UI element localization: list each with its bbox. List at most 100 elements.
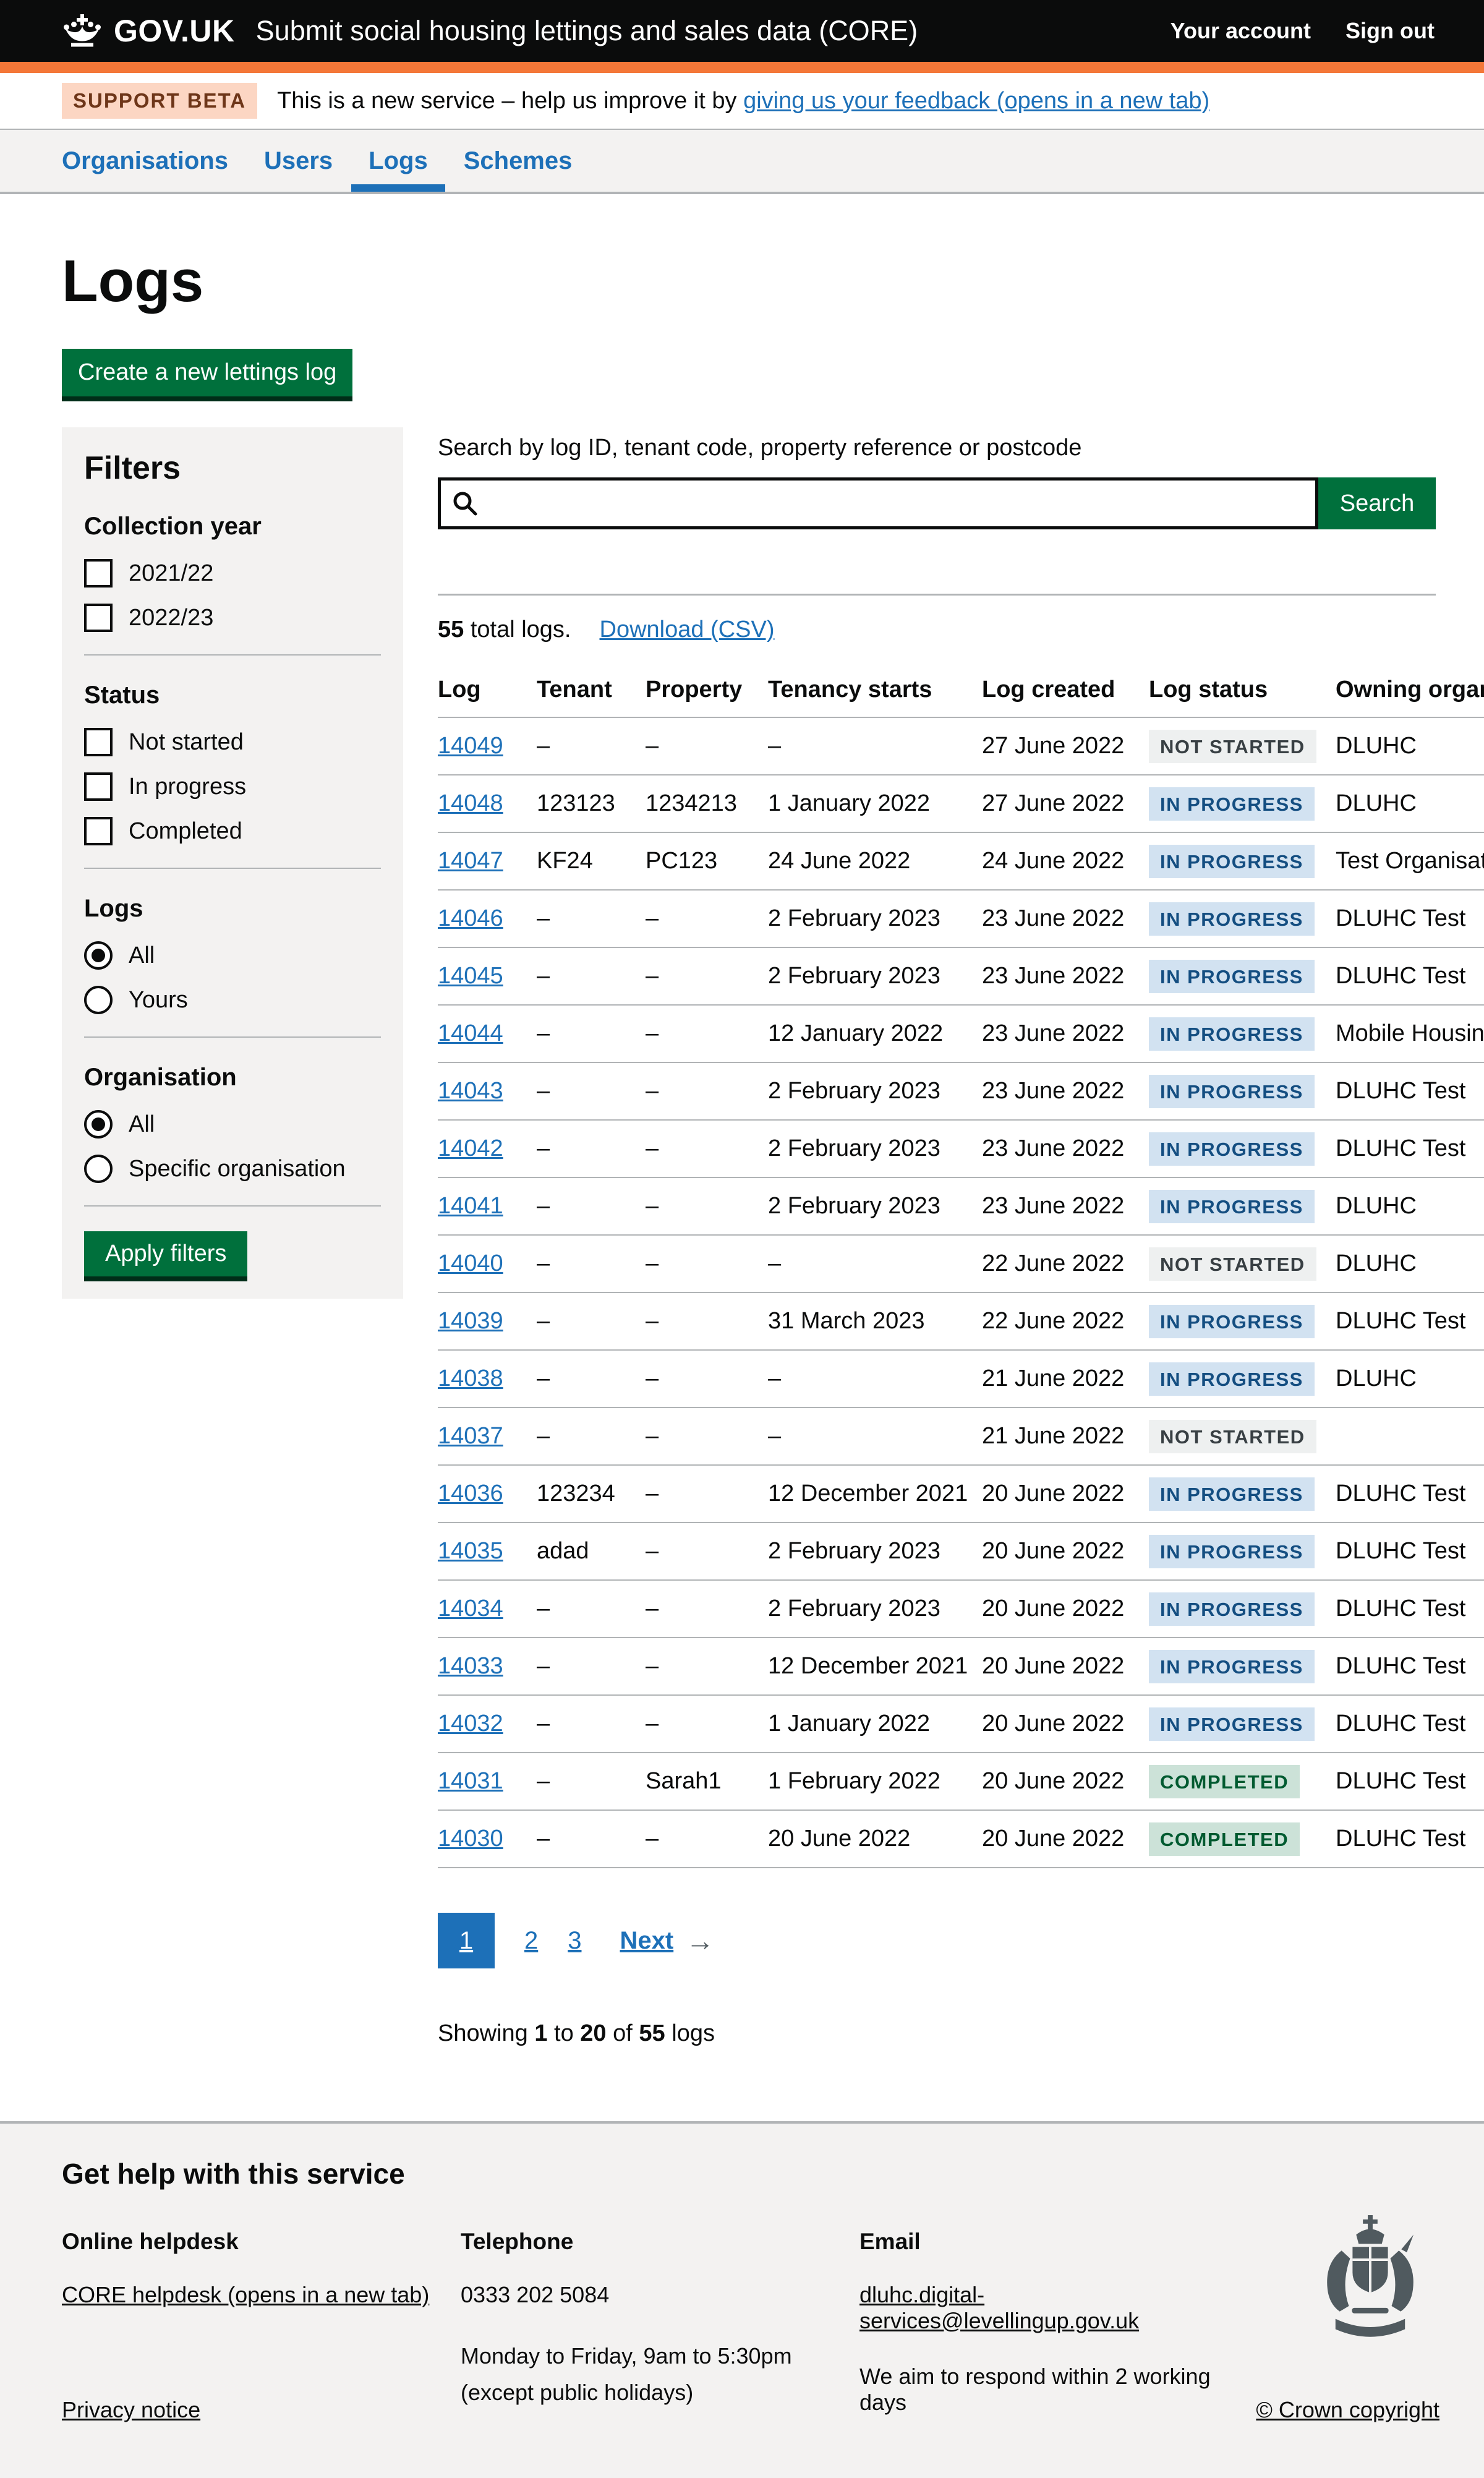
log-id-link[interactable]: 14045 <box>438 963 503 989</box>
owning-org-cell: DLUHC Test <box>1336 1753 1484 1811</box>
log-status-cell: IN PROGRESS <box>1149 1062 1336 1121</box>
log-id-link[interactable]: 14033 <box>438 1653 503 1679</box>
status-badge: NOT STARTED <box>1149 1247 1316 1281</box>
radio-option[interactable]: All <box>84 941 381 970</box>
log-id-link[interactable]: 14040 <box>438 1250 503 1276</box>
checkbox-option[interactable]: Not started <box>84 728 381 756</box>
radio-icon[interactable] <box>84 941 113 970</box>
checkbox-icon[interactable] <box>84 817 113 845</box>
apply-filters-button[interactable]: Apply filters <box>84 1231 248 1276</box>
owning-org-cell: Test Organisation <box>1336 832 1484 891</box>
filters-panel: Filters Collection year 2021/22 2022/23 Sta… <box>62 427 403 1299</box>
property-cell: – <box>646 1408 768 1466</box>
option-label: Completed <box>129 818 242 844</box>
log-id-link[interactable]: 14041 <box>438 1193 503 1219</box>
radio-option[interactable]: All <box>84 1110 381 1139</box>
search-button[interactable]: Search <box>1318 477 1436 529</box>
log-id-link[interactable]: 14043 <box>438 1078 503 1104</box>
pagination-page-current[interactable]: 1 <box>438 1913 495 1968</box>
checkbox-option[interactable]: 2021/22 <box>84 559 381 587</box>
create-lettings-log-button[interactable]: Create a new lettings log <box>62 349 353 396</box>
tenancy-starts-cell: 2 February 2023 <box>768 1120 982 1178</box>
your-account-link[interactable]: Your account <box>1170 18 1311 43</box>
search-box <box>438 477 1318 529</box>
log-status-cell: NOT STARTED <box>1149 1408 1336 1466</box>
radio-icon[interactable] <box>84 986 113 1014</box>
log-id-link[interactable]: 14047 <box>438 848 503 874</box>
owning-org-cell: DLUHC Test <box>1336 1292 1484 1351</box>
log-id-link[interactable]: 14044 <box>438 1020 503 1046</box>
nav-item-organisations[interactable]: Organisations <box>62 147 228 174</box>
table-row: 14040– – –22 June 2022 NOT STARTED DLUHC <box>438 1235 1484 1293</box>
nav-item-users[interactable]: Users <box>263 147 333 174</box>
beta-banner: SUPPORT BETA This is a new service – hel… <box>0 73 1484 130</box>
core-helpdesk-link[interactable]: CORE helpdesk (opens in a new tab) <box>62 2282 430 2307</box>
option-label: Yours <box>129 986 188 1013</box>
status-badge: IN PROGRESS <box>1149 959 1315 993</box>
checkbox-option[interactable]: 2022/23 <box>84 604 381 632</box>
table-row: 14044– –12 January 2022 23 June 2022 IN PRO… <box>438 1005 1484 1063</box>
log-id-link[interactable]: 14042 <box>438 1135 503 1161</box>
radio-icon[interactable] <box>84 1155 113 1183</box>
download-csv-link[interactable]: Download (CSV) <box>599 617 775 643</box>
pagination-page-2[interactable]: 2 <box>524 1926 539 1954</box>
log-id-link[interactable]: 14034 <box>438 1596 503 1621</box>
log-id-link[interactable]: 14036 <box>438 1480 503 1506</box>
log-id-link[interactable]: 14049 <box>438 733 503 759</box>
privacy-notice-link[interactable]: Privacy notice <box>62 2397 201 2422</box>
checkbox-icon[interactable] <box>84 604 113 632</box>
property-cell: – <box>646 1005 768 1063</box>
tenancy-starts-cell: 2 February 2023 <box>768 947 982 1006</box>
log-created-cell: 24 June 2022 <box>982 832 1149 891</box>
pagination-page-3[interactable]: 3 <box>568 1926 582 1954</box>
table-row: 14031 – Sarah1 1 February 2022 20 June 2022 C… <box>438 1753 1484 1811</box>
sign-out-link[interactable]: Sign out <box>1345 18 1435 43</box>
log-id-link[interactable]: 14039 <box>438 1308 503 1334</box>
option-label: All <box>129 942 155 968</box>
log-id-link[interactable]: 14032 <box>438 1711 503 1737</box>
email-link[interactable]: dluhc.digital-services@levellingup.gov.u… <box>859 2282 1140 2333</box>
divider <box>84 868 381 869</box>
property-cell: – <box>646 890 768 948</box>
showing-summary: Showing 1 to 20 of 55 logs <box>438 2020 1436 2047</box>
pagination-next[interactable]: Next <box>620 1926 674 1954</box>
checkbox-option[interactable]: Completed <box>84 817 381 845</box>
tenancy-starts-cell: 1 January 2022 <box>768 775 982 833</box>
log-id-link[interactable]: 14035 <box>438 1538 503 1564</box>
owning-org-cell: DLUHC Test <box>1336 1580 1484 1638</box>
log-id-link[interactable]: 14046 <box>438 905 503 931</box>
tenancy-starts-cell: – <box>768 717 982 775</box>
nav-item-schemes[interactable]: Schemes <box>463 147 573 174</box>
status-badge: IN PROGRESS <box>1149 902 1315 936</box>
log-cell: 14044 <box>438 1005 537 1063</box>
log-id-link[interactable]: 14037 <box>438 1423 503 1449</box>
log-id-link[interactable]: 14030 <box>438 1826 503 1852</box>
search-input[interactable] <box>479 481 1315 526</box>
log-id-link[interactable]: 14048 <box>438 790 503 816</box>
radio-option[interactable]: Yours <box>84 986 381 1014</box>
log-created-cell: 22 June 2022 <box>982 1235 1149 1293</box>
checkbox-icon[interactable] <box>84 559 113 587</box>
telephone-hours-line: Monday to Friday, 9am to 5:30pm <box>461 2343 792 2369</box>
crown-copyright-link[interactable]: © Crown copyright <box>1256 2397 1439 2422</box>
tenant-cell: – <box>537 1350 646 1408</box>
govuk-logotype[interactable]: GOV.UK <box>114 14 235 48</box>
radio-option[interactable]: Specific organisation <box>84 1155 381 1183</box>
radio-icon[interactable] <box>84 1110 113 1139</box>
log-created-cell: 22 June 2022 <box>982 1292 1149 1351</box>
log-id-link[interactable]: 14031 <box>438 1768 503 1794</box>
log-cell: 14041 <box>438 1177 537 1236</box>
log-cell: 14035 <box>438 1523 537 1581</box>
status-badge: NOT STARTED <box>1149 1419 1316 1453</box>
checkbox-icon[interactable] <box>84 772 113 801</box>
showing-from: 1 <box>534 2020 548 2046</box>
checkbox-option[interactable]: In progress <box>84 772 381 801</box>
checkbox-icon[interactable] <box>84 728 113 756</box>
status-badge: IN PROGRESS <box>1149 1534 1315 1568</box>
tenant-cell: – <box>537 1292 646 1351</box>
service-name-link[interactable]: Submit social housing lettings and sales… <box>255 15 918 46</box>
log-id-link[interactable]: 14038 <box>438 1365 503 1391</box>
feedback-link[interactable]: giving us your feedback (opens in a new … <box>743 87 1210 114</box>
log-created-cell: 23 June 2022 <box>982 947 1149 1006</box>
nav-item-logs[interactable]: Logs <box>351 130 445 192</box>
